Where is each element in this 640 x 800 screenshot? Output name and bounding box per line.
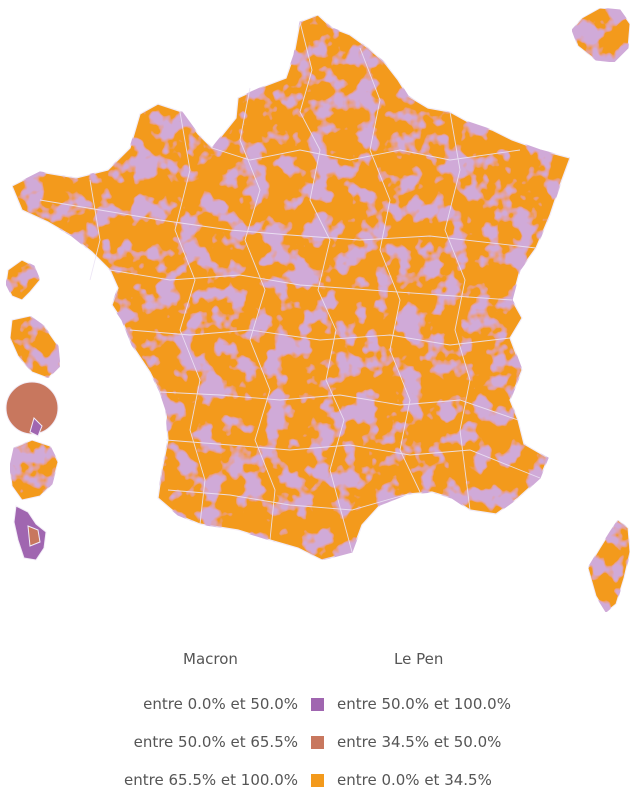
choropleth-map bbox=[5, 7, 631, 613]
legend-row: entre 0.0% et 50.0% entre 50.0% et 100.0… bbox=[0, 695, 640, 717]
legend-header-macron: Macron bbox=[183, 650, 238, 668]
legend-le-pen-range: entre 34.5% et 50.0% bbox=[337, 733, 502, 751]
legend-macron-range: entre 65.5% et 100.0% bbox=[124, 771, 298, 789]
legend-macron-range: entre 50.0% et 65.5% bbox=[133, 733, 298, 751]
overseas-territory-top-right bbox=[571, 7, 631, 63]
legend-macron-range: entre 0.0% et 50.0% bbox=[143, 695, 298, 713]
mainland-france bbox=[11, 14, 571, 561]
corsica bbox=[587, 519, 631, 613]
legend-row: entre 65.5% et 100.0% entre 0.0% et 34.5… bbox=[0, 771, 640, 793]
overseas-territories-left bbox=[5, 259, 61, 561]
legend-row: entre 50.0% et 65.5% entre 34.5% et 50.0… bbox=[0, 733, 640, 755]
legend-le-pen-range: entre 50.0% et 100.0% bbox=[337, 695, 511, 713]
legend-swatch-brown bbox=[311, 736, 324, 749]
department-borders bbox=[39, 21, 541, 553]
legend-le-pen-range: entre 0.0% et 34.5% bbox=[337, 771, 492, 789]
legend-swatch-purple bbox=[311, 698, 324, 711]
legend-header-le-pen: Le Pen bbox=[394, 650, 444, 668]
legend-swatch-orange bbox=[311, 774, 324, 787]
